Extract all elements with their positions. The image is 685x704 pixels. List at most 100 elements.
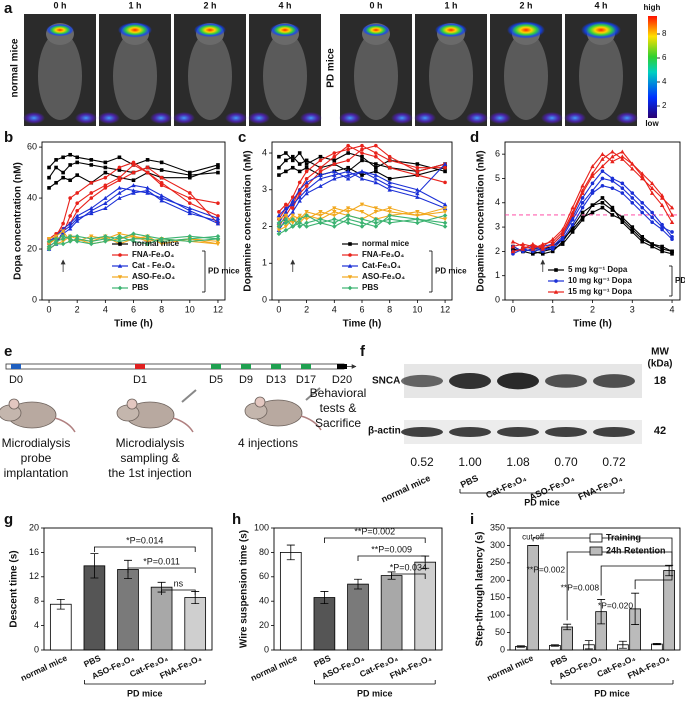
y-tick-label: 3 [262,184,267,194]
legend-swatch [589,546,603,556]
marker [117,155,122,160]
marker [131,236,136,242]
marker [650,215,654,220]
marker [131,190,136,195]
y-tick-label: 60 [27,141,37,151]
head-signal [435,22,467,38]
marker [117,195,122,200]
y-axis-label: Descent time (s) [9,550,20,627]
marker [318,172,323,177]
actin-band [545,427,587,437]
y-tick-label: 1 [262,258,267,268]
marker [580,190,585,195]
marker [318,220,323,226]
marker [297,224,302,229]
marker [103,206,108,211]
marker [580,210,585,215]
marker [145,165,150,170]
y-tick-label: 4 [34,620,39,630]
bar [150,586,173,651]
marker [89,208,94,213]
caption: probe [21,451,52,465]
group-label: PD mice [435,267,467,276]
y-tick-label: 8 [34,596,39,606]
legend-label: 24h Retention [606,545,666,555]
error-bar [550,644,559,647]
marker [345,169,351,174]
marker [360,173,364,177]
marker [61,221,65,226]
marker [67,223,73,228]
marker [560,237,565,242]
marker [669,205,675,210]
y-tick-label: 6 [495,149,500,159]
marker [332,151,337,155]
time-label: 2 h [203,0,216,10]
marker [669,212,675,217]
marker [442,161,448,166]
group-label: normal mice [10,38,21,97]
marker [600,176,605,181]
marker [145,233,150,239]
colorbar-low: low [645,119,659,128]
marker [387,183,392,188]
y-tick-label: 12 [29,571,39,581]
marker [145,241,150,247]
caption: Behavioral [310,386,367,400]
marker [347,285,353,291]
marker [290,154,295,159]
head-signal [581,21,621,39]
marker [332,176,337,181]
marker [387,158,392,163]
marker [117,233,122,239]
marker [276,224,282,229]
marker [283,205,289,210]
marker [590,181,595,186]
series-line [512,185,673,255]
mouse-icon [8,398,20,410]
marker [332,220,337,226]
y-axis-label: Dopamine concentration (nM) [476,150,487,291]
marker [117,231,122,236]
paw-signal [391,112,413,124]
actin-band [497,427,539,437]
legend-label: 5 mg kg⁻¹ Dopa [568,265,628,274]
marker [640,176,645,181]
marker [415,187,420,192]
significance-label: **P=0.002 [354,526,395,536]
marker [374,143,378,148]
marker [103,200,108,205]
marker [415,213,420,218]
marker [145,188,150,193]
lane-label: FNA-Fe₃O₄ [577,473,624,502]
y-axis-label: Wire suspension time (s) [239,530,250,648]
marker [359,210,365,215]
x-tick-label: PBS [549,653,569,670]
error-bar [516,645,525,648]
y-tick-label: 2 [262,221,267,231]
marker [47,175,51,180]
bar [313,597,336,651]
marker [60,236,66,242]
legend-label: 15 mg kg⁻¹ Dopa [568,287,632,296]
x-tick-label: 8 [387,304,392,314]
mw-value: 18 [654,375,666,387]
marker [131,188,136,193]
marker [89,196,94,200]
marker [117,185,122,190]
y-tick-label: 80 [259,547,269,557]
marker [332,224,337,229]
marker [415,216,420,222]
head-signal [118,22,152,38]
y-tick-label: 2 [495,246,500,256]
marker [67,236,73,242]
marker [75,160,79,165]
day-marker [301,364,311,369]
marker [442,224,448,229]
mouse-body [188,32,232,120]
marker [359,224,365,229]
marker [660,249,664,254]
marker [68,163,72,167]
x-tick-label: 2 [590,304,595,314]
marker [297,169,302,174]
